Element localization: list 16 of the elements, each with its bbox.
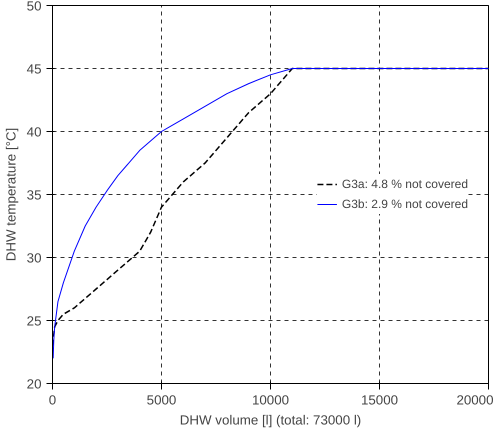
- legend-label: G3a: 4.8 % not covered: [342, 177, 468, 191]
- x-tick-label: 0: [48, 392, 56, 408]
- y-tick-label: 35: [26, 188, 42, 202]
- y-axis-title: DHW temperature [°C]: [4, 128, 19, 262]
- x-tick-label: 5000: [146, 392, 176, 408]
- x-tick-label: 15000: [360, 392, 398, 408]
- y-tick-label: 30: [26, 250, 42, 266]
- y-tick-label: 45: [26, 62, 42, 76]
- y-tick-label: 20: [26, 376, 42, 392]
- x-tick-label: 10000: [252, 392, 290, 408]
- legend-label: G3b: 2.9 % not covered: [342, 197, 468, 211]
- y-tick-label: 40: [26, 124, 42, 140]
- y-tick-label: 25: [26, 314, 42, 328]
- x-axis-title: DHW volume [l] (total: 73000 l): [180, 412, 362, 428]
- y-tick-label: 50: [26, 0, 42, 14]
- x-tick-label: 20000: [456, 392, 493, 408]
